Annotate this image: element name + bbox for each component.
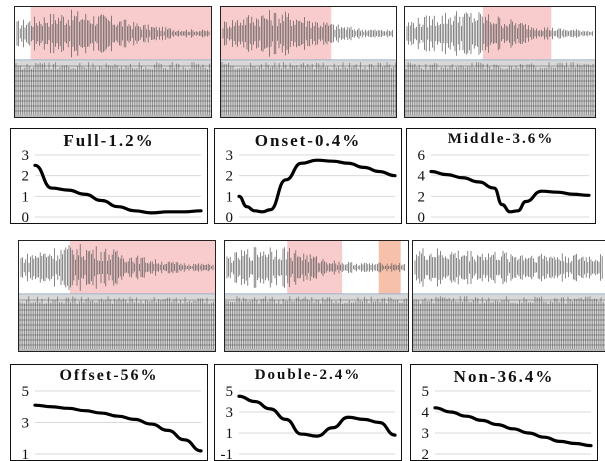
spectrogram-svg: [221, 7, 396, 117]
y-tick-label: 3: [226, 148, 234, 164]
spectrogram-svg: [405, 7, 595, 117]
y-tick-label: 5: [422, 384, 430, 400]
y-tick-label: 4: [418, 169, 426, 185]
formant-bands: [413, 299, 605, 351]
y-tick-label: 2: [226, 169, 234, 185]
formant-bands: [221, 65, 396, 117]
formant-bands: [15, 65, 211, 117]
chart-svg: 5 3 1: [22, 384, 203, 460]
chart-offset: 5 3 1 Offset-56%: [10, 364, 208, 461]
spectrogram-texture: [225, 296, 407, 349]
y-tick-label: 1: [226, 426, 234, 442]
waveform: [16, 9, 210, 58]
chart-svg: 3 2 1 0: [226, 148, 397, 223]
waveform: [20, 244, 214, 291]
chart-svg: 5 3 1 -1: [221, 384, 397, 460]
formant-bands: [405, 65, 595, 117]
y-tick-label: 2: [22, 169, 30, 185]
y-tick-label: 3: [22, 148, 30, 164]
y-tick-label: -1: [221, 447, 234, 460]
y-tick-label: 3: [226, 405, 234, 421]
spectrogram-non: [412, 240, 605, 352]
series-line: [33, 163, 203, 215]
y-tick-label: 2: [422, 447, 430, 460]
y-tick-label: 1: [226, 189, 234, 205]
spectrogram-texture: [413, 296, 604, 349]
y-tick-label: 2: [418, 189, 426, 205]
formant-bands: [19, 299, 215, 351]
spectrogram-svg: [413, 241, 605, 351]
y-tick-label: 1: [22, 189, 30, 205]
chart-svg: 6 4 2 0: [418, 148, 591, 223]
waveform: [226, 247, 405, 288]
y-tick-label: 6: [418, 148, 426, 164]
chart-onset: 3 2 1 0 Onset-0.4%: [214, 128, 402, 224]
chart-title: Offset-56%: [59, 367, 159, 384]
spectrogram-texture: [19, 296, 215, 349]
series-line: [237, 394, 397, 438]
spectrogram-middle: [404, 6, 596, 118]
series-line: [33, 403, 203, 453]
waveform: [406, 11, 593, 56]
chart-non: 5 4 3 2 Non-36.4%: [410, 364, 598, 461]
y-tick-label: 5: [22, 384, 30, 400]
spectrogram-offset: [18, 240, 216, 352]
highlight-region: [378, 241, 401, 294]
spectrogram-svg: [19, 241, 215, 351]
y-tick-label: 0: [22, 210, 30, 223]
y-tick-label: 3: [422, 426, 430, 442]
formant-bands: [225, 299, 408, 351]
y-tick-label: 0: [226, 210, 234, 223]
chart-double: 5 3 1 -1 Double-2.4%: [214, 364, 402, 461]
waveform: [414, 248, 603, 287]
spectrogram-onset: [220, 6, 397, 118]
waveform-area: [413, 241, 605, 294]
y-tick-label: 0: [418, 210, 426, 223]
y-tick-label: 3: [22, 416, 30, 432]
chart-svg: 3 2 1 0: [22, 148, 203, 223]
chart-title: Full-1.2%: [63, 131, 155, 150]
y-tick-label: 1: [22, 447, 30, 460]
y-tick-label: 5: [226, 384, 234, 400]
spectrogram-svg: [225, 241, 408, 351]
y-tick-label: 4: [422, 405, 430, 421]
series-line: [429, 169, 591, 214]
spectrogram-full: [14, 6, 212, 118]
chart-title: Double-2.4%: [254, 367, 362, 383]
spectrogram-texture: [405, 62, 594, 115]
spectrogram-svg: [15, 7, 211, 117]
spectrogram-double: [224, 240, 409, 352]
series-line: [433, 406, 593, 448]
chart-title: Middle-3.6%: [447, 131, 555, 147]
spectrogram-texture: [221, 62, 396, 115]
chart-middle: 6 4 2 0 Middle-3.6%: [406, 128, 596, 224]
chart-title: Non-36.4%: [453, 367, 555, 386]
waveform: [222, 10, 393, 57]
chart-svg: 5 4 3 2: [422, 384, 593, 460]
series-line: [237, 158, 397, 214]
spectrogram-texture: [15, 62, 211, 115]
chart-full: 3 2 1 0 Full-1.2%: [10, 128, 208, 224]
chart-title: Onset-0.4%: [254, 131, 362, 150]
